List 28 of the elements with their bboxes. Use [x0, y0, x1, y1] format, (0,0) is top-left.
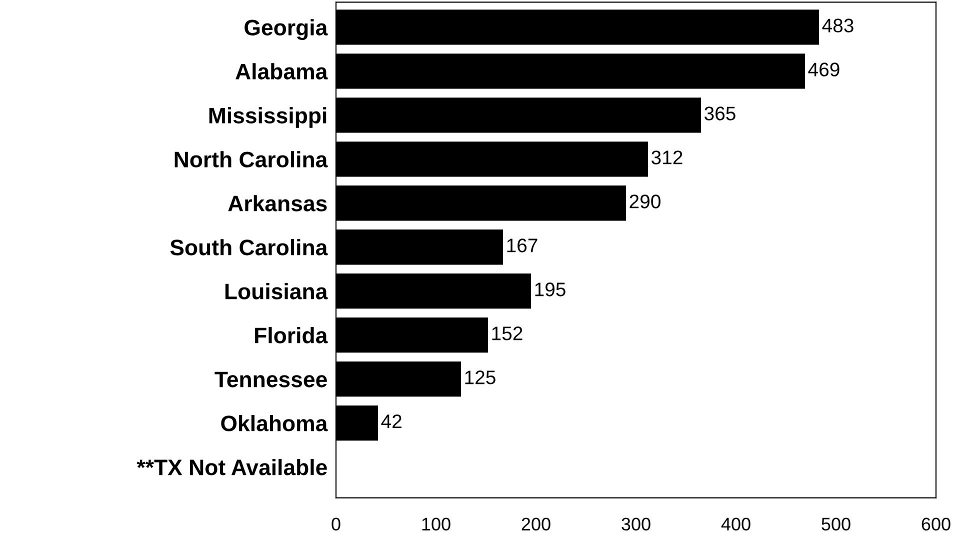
x-tick-label: 200: [522, 518, 550, 531]
x-tick-label: 300: [622, 518, 650, 531]
data-label: 365: [704, 106, 736, 120]
data-label: 195: [535, 282, 566, 296]
x-tick-label: 100: [422, 518, 450, 531]
data-label: 469: [808, 62, 840, 76]
y-tick-label: South Carolina: [170, 239, 328, 256]
y-tick-label: Alabama: [236, 63, 328, 80]
y-tick-label: Georgia: [244, 19, 328, 40]
data-label: 152: [492, 326, 522, 340]
x-tick-label: 400: [721, 518, 750, 531]
data-label: 125: [465, 370, 496, 384]
y-tick-label: Florida: [255, 327, 328, 344]
x-tick-label: 600: [922, 518, 950, 531]
y-tick-label: Oklahoma: [221, 414, 328, 432]
x-tick-label: 500: [822, 518, 850, 531]
x-tick-label: 0: [332, 518, 340, 531]
y-tick-label: Louisiana: [225, 283, 328, 300]
y-tick-label: Mississippi: [209, 107, 326, 128]
data-label: 167: [507, 238, 538, 252]
data-label: 290: [630, 194, 660, 208]
data-label: 483: [822, 18, 854, 32]
y-tick-label: Tennessee: [214, 372, 327, 388]
y-tick-label: Arkansas: [228, 195, 327, 212]
data-label: 312: [652, 150, 682, 164]
y-tick-label: **TX Not Available: [136, 458, 327, 476]
data-label: 42: [381, 414, 402, 428]
y-tick-label: North Carolina: [174, 151, 328, 168]
